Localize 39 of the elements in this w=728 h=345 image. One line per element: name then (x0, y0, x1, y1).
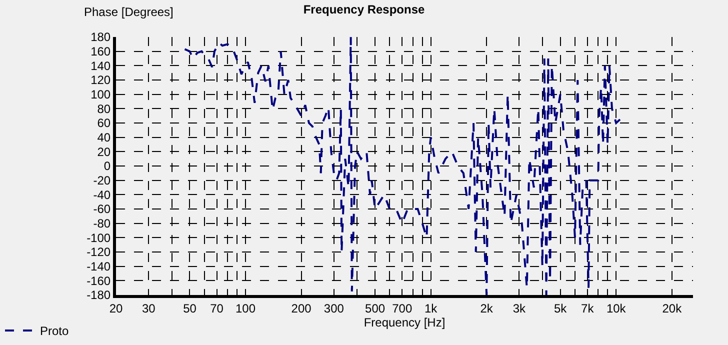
y-tick-label: -20 (93, 174, 111, 188)
x-tick-label: 700 (392, 301, 412, 316)
y-tick-label: 140 (90, 58, 111, 73)
y-tick-label: -60 (93, 202, 111, 216)
x-tick-label: 500 (365, 301, 386, 316)
x-axis-title: Frequency [Hz] (364, 315, 446, 330)
y-tick-label: 180 (90, 30, 111, 44)
x-tick-label: 50 (183, 301, 197, 316)
y-tick-label: 40 (97, 130, 111, 145)
x-tick-label: 30 (142, 301, 156, 316)
y-tick-label: -140 (86, 260, 111, 274)
y-tick-label: -80 (93, 216, 111, 231)
y-tick-label: -160 (86, 274, 111, 288)
x-tick-label: 70 (210, 301, 224, 316)
x-tick-label: 20k (662, 301, 683, 316)
x-tick-label: 5k (554, 301, 568, 316)
y-tick-label: -100 (86, 230, 111, 245)
x-tick-label: 10k (606, 301, 627, 316)
y-tick-label: 120 (90, 73, 111, 88)
chart-title: Frequency Response (303, 2, 426, 17)
y-tick-label: -120 (86, 245, 111, 260)
x-tick-label: 300 (324, 301, 344, 316)
y-tick-label: 0 (104, 159, 111, 174)
x-tick-label: 100 (236, 301, 256, 316)
y-tick-label: 60 (97, 116, 111, 130)
x-tick-label: 2k (480, 301, 494, 316)
x-tick-label: 3k (512, 301, 527, 316)
y-tick-label: 80 (97, 102, 111, 116)
y-tick-label: -40 (93, 188, 111, 202)
y-tick-label: -180 (86, 288, 111, 302)
x-tick-label: 1k (424, 301, 438, 316)
x-tick-label: 7k (581, 301, 595, 316)
y-tick-label: 20 (97, 144, 111, 159)
y-axis-title: Phase [Degrees] (84, 5, 174, 19)
x-tick-label: 200 (291, 301, 312, 316)
x-tick-label: 20 (109, 301, 123, 316)
y-tick-label: 100 (90, 88, 111, 102)
legend-label: Proto (40, 324, 70, 338)
y-tick-label: 160 (90, 44, 111, 59)
